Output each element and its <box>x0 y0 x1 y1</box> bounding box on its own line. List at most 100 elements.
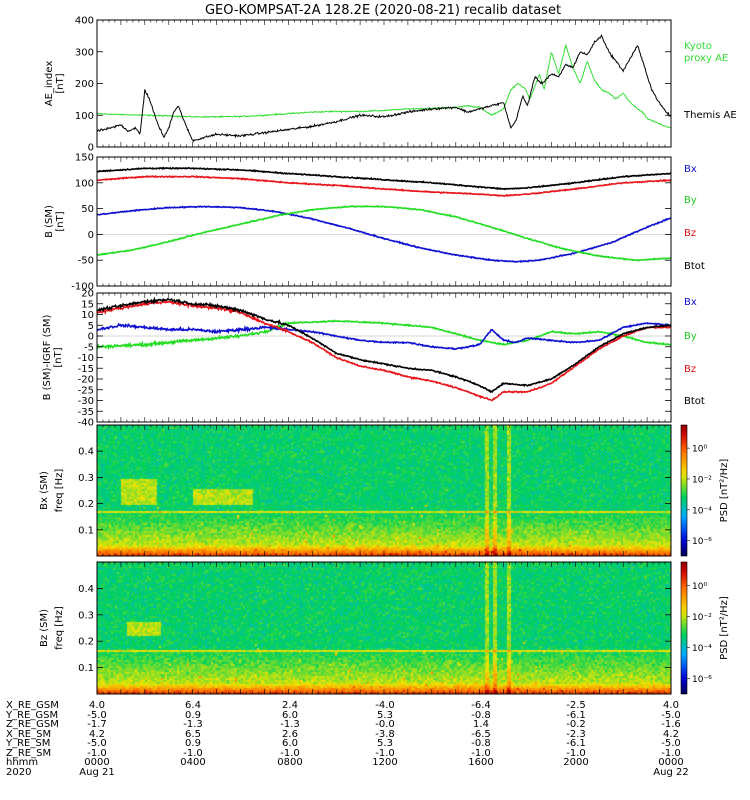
orbit-row-label: Y_RE_GSM <box>5 710 58 721</box>
orbit-value: -6.1 <box>566 738 586 749</box>
orbit-value: -2.3 <box>566 729 586 740</box>
colorbar-tick-label: 10⁻⁴ <box>692 644 712 654</box>
legend-btot: Btot <box>684 396 705 407</box>
y-tick-label: 50 <box>81 204 94 215</box>
orbit-value: 2.6 <box>282 729 298 740</box>
orbit-value: -2.5 <box>566 700 586 711</box>
orbit-value: -3.8 <box>375 729 395 740</box>
colorbar-tick-label: 10⁻⁴ <box>692 506 712 516</box>
orbit-value: -1.6 <box>661 719 681 730</box>
panel-spec_bx: 0.1 0.2 0.3 0.4 Bx (SM) freq [Hz] 10⁰ 10⁻² 10⁻⁴ 1… <box>39 424 730 557</box>
orbit-value: 1.4 <box>473 719 489 730</box>
orbit-value: 4.2 <box>89 729 105 740</box>
orbit-value: -1.7 <box>87 719 107 730</box>
y-tick-label: 0.4 <box>78 584 94 595</box>
orbit-value: -1.0 <box>280 748 300 759</box>
y-tick-label: 0.1 <box>78 663 94 674</box>
panel-spec_bz: 0.1 0.2 0.3 0.4 Bz (SM) freq [Hz] 10⁰ 10⁻² 10⁻⁴ 1… <box>39 561 730 695</box>
orbit-value: -6.1 <box>566 710 586 721</box>
orbit-value: 1600 <box>468 757 493 768</box>
orbit-value: 2000 <box>563 757 588 768</box>
orbit-value: Aug 22 <box>653 767 688 778</box>
y-tick-label: 0.2 <box>78 499 94 510</box>
legend-by: By <box>684 331 697 342</box>
y-tick-label: 0.1 <box>78 525 94 536</box>
orbit-value: 1200 <box>372 757 397 768</box>
colorbar-tick-label: 10⁻⁶ <box>692 537 712 547</box>
y-tick-label: -25 <box>78 385 94 396</box>
orbit-row-label: X_RE_GSM <box>6 700 59 711</box>
orbit-value: -0.8 <box>471 710 491 721</box>
orbit-value: 2.4 <box>282 700 298 711</box>
orbit-value: -5.0 <box>661 738 681 749</box>
colorbar-tick-label: 10⁻² <box>692 475 712 485</box>
series-line-bx <box>97 205 671 263</box>
series-line-by <box>97 319 671 351</box>
y-tick-label: 0.3 <box>78 473 94 484</box>
orbit-row-label: 2020 <box>6 767 31 778</box>
spectrogram-canvas <box>97 425 671 556</box>
spectrogram-image <box>97 425 671 556</box>
plot-title: GEO-KOMPSAT-2A 128.2E (2020-08-21) recal… <box>205 3 561 18</box>
orbit-value: -1.0 <box>183 748 203 759</box>
y-tick-label: 0 <box>88 230 94 241</box>
orbit-value: -0.8 <box>471 738 491 749</box>
orbit-value: 0400 <box>180 757 205 768</box>
orbit-value: -0.0 <box>375 719 395 730</box>
legend-bz: Bz <box>684 228 696 239</box>
orbit-value: -1.0 <box>566 748 586 759</box>
colorbar-label: PSD [nT²/Hz] <box>719 459 730 523</box>
orbit-value: 0800 <box>277 757 302 768</box>
orbit-value: -5.0 <box>87 738 107 749</box>
orbit-value: 0000 <box>84 757 109 768</box>
orbit-value: 4.0 <box>663 700 679 711</box>
orbit-value: -1.0 <box>661 748 681 759</box>
orbit-value: -5.0 <box>87 710 107 721</box>
orbit-value: 0000 <box>658 757 683 768</box>
y-tick-label: -5 <box>84 342 94 353</box>
colorbar-tick-label: 10⁻² <box>692 613 712 623</box>
y-tick-label: 0.3 <box>78 610 94 621</box>
orbit-value: -6.4 <box>471 700 491 711</box>
orbit-value: -1.3 <box>280 719 300 730</box>
colorbar-label: PSD [nT²/Hz] <box>719 596 730 660</box>
series-line-bz <box>97 299 671 402</box>
y-tick-label: 400 <box>75 16 94 27</box>
series-line-themis-ae <box>97 33 671 143</box>
legend-proxy-ae: proxy AE <box>684 53 728 64</box>
orbit-value: -4.0 <box>375 700 395 711</box>
panel-bsm: -100 -50 0 50 100 150 B (SM) [nT] Bx By Bz Btot <box>44 153 705 293</box>
y-tick-label: 300 <box>75 47 94 58</box>
orbit-value: -1.0 <box>471 748 491 759</box>
legend-bz: Bz <box>684 364 696 375</box>
y-tick-label: 5 <box>88 321 94 332</box>
orbit-value: -0.2 <box>566 719 586 730</box>
orbit-value: 5.3 <box>377 710 393 721</box>
orbit-value: 6.0 <box>282 710 298 721</box>
orbit-table: X_RE_GSMY_RE_GSMZ_RE_GSMX_RE_SMY_RE_SMZ_… <box>5 700 689 778</box>
y-axis-label: [nT] <box>55 73 66 93</box>
series-line-bx <box>97 322 671 351</box>
legend-bx: Bx <box>684 297 697 308</box>
orbit-value: 6.0 <box>282 738 298 749</box>
orbit-row-label: Y_RE_SM <box>5 738 50 749</box>
y-axis-label: B (SM) <box>44 205 55 238</box>
y-tick-label: 0.4 <box>78 447 94 458</box>
orbit-value: 4.2 <box>663 729 679 740</box>
y-tick-label: 0 <box>88 332 94 343</box>
series-line-btot <box>97 166 671 191</box>
orbit-value: Aug 21 <box>79 767 114 778</box>
y-tick-label: 100 <box>75 111 94 122</box>
legend-bx: Bx <box>684 164 697 175</box>
panel-frame <box>96 19 672 148</box>
y-tick-label: 10 <box>81 310 94 321</box>
y-axis-label: B (SM)-IGRF (SM) <box>42 315 53 401</box>
y-tick-label: 150 <box>75 153 94 164</box>
freq-label: freq [Hz] <box>54 606 65 650</box>
orbit-row-label: hhmm <box>6 757 38 768</box>
y-tick-label: 15 <box>81 299 94 310</box>
